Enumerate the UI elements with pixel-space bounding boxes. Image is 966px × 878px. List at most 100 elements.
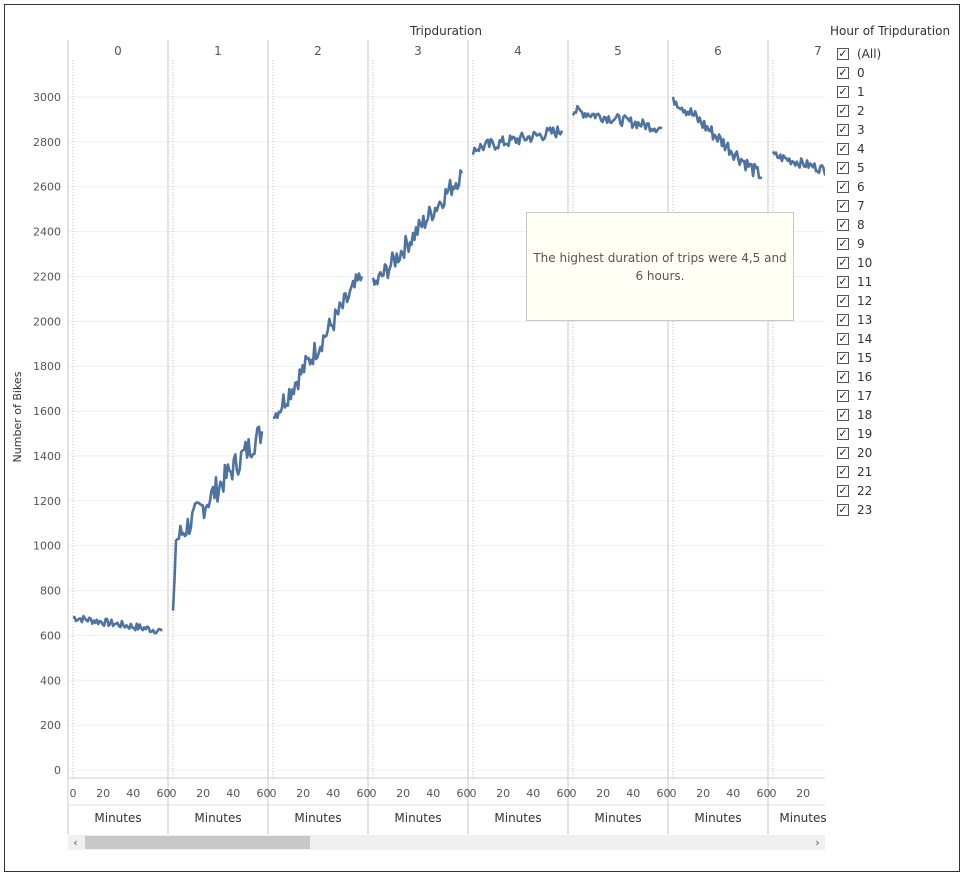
x-tick-label: 20 bbox=[796, 787, 810, 800]
legend-item[interactable]: ✓ 15 bbox=[830, 348, 960, 367]
legend-item-label: 1 bbox=[857, 84, 865, 99]
checkbox-checked-icon[interactable]: ✓ bbox=[837, 198, 849, 212]
checkbox-checked-icon[interactable]: ✓ bbox=[837, 293, 849, 307]
legend-item-label: 2 bbox=[857, 103, 865, 118]
legend-item[interactable]: ✓ 22 bbox=[830, 481, 960, 500]
legend-item[interactable]: ✓ 5 bbox=[830, 158, 960, 177]
checkbox-checked-icon[interactable]: ✓ bbox=[837, 445, 849, 459]
legend-item[interactable]: ✓ 21 bbox=[830, 462, 960, 481]
panel-header-label: 3 bbox=[414, 44, 422, 58]
legend-item[interactable]: ✓ 7 bbox=[830, 196, 960, 215]
legend-item[interactable]: ✓ 23 bbox=[830, 500, 960, 519]
checkbox-checked-icon[interactable]: ✓ bbox=[837, 84, 849, 98]
x-tick-label: 60 bbox=[256, 787, 270, 800]
legend-item[interactable]: ✓ 3 bbox=[830, 120, 960, 139]
checkbox-checked-icon[interactable]: ✓ bbox=[837, 103, 849, 117]
legend-item-label: 4 bbox=[857, 141, 865, 156]
checkbox-checked-icon[interactable]: ✓ bbox=[837, 331, 849, 345]
legend-item[interactable]: ✓ 18 bbox=[830, 405, 960, 424]
legend-item-label: 0 bbox=[857, 65, 865, 80]
y-tick-label: 1600 bbox=[33, 405, 61, 418]
legend-item-label: 3 bbox=[857, 122, 865, 137]
legend-item-label: 8 bbox=[857, 217, 865, 232]
legend-item[interactable]: ✓ 13 bbox=[830, 310, 960, 329]
checkbox-checked-icon[interactable]: ✓ bbox=[837, 464, 849, 478]
chart-title: Tripduration bbox=[409, 24, 482, 38]
checkbox-checked-icon[interactable]: ✓ bbox=[837, 217, 849, 231]
panel-header-label: 5 bbox=[614, 44, 622, 58]
legend-item[interactable]: ✓ 0 bbox=[830, 63, 960, 82]
checkbox-checked-icon[interactable]: ✓ bbox=[837, 255, 849, 269]
scroll-thumb[interactable] bbox=[85, 836, 310, 849]
legend-item[interactable]: ✓ 10 bbox=[830, 253, 960, 272]
x-tick-label: 60 bbox=[656, 787, 670, 800]
x-tick-label: 40 bbox=[526, 787, 540, 800]
legend-item[interactable]: ✓ 8 bbox=[830, 215, 960, 234]
x-tick-label: 40 bbox=[226, 787, 240, 800]
checkbox-checked-icon[interactable]: ✓ bbox=[837, 502, 849, 516]
legend-item[interactable]: ✓ 17 bbox=[830, 386, 960, 405]
legend-item[interactable]: ✓ 14 bbox=[830, 329, 960, 348]
y-tick-label: 2200 bbox=[33, 270, 61, 283]
checkbox-checked-icon[interactable]: ✓ bbox=[837, 407, 849, 421]
y-tick-label: 2400 bbox=[33, 226, 61, 239]
legend-item[interactable]: ✓ 20 bbox=[830, 443, 960, 462]
checkbox-checked-icon[interactable]: ✓ bbox=[837, 122, 849, 136]
x-tick-label: 20 bbox=[196, 787, 210, 800]
legend-item[interactable]: ✓ 16 bbox=[830, 367, 960, 386]
scroll-left-icon[interactable]: ‹ bbox=[73, 836, 78, 849]
checkbox-checked-icon[interactable]: ✓ bbox=[837, 65, 849, 79]
x-tick-label: 0 bbox=[770, 787, 777, 800]
checkbox-checked-icon[interactable]: ✓ bbox=[837, 369, 849, 383]
y-tick-label: 2600 bbox=[33, 181, 61, 194]
legend-item-label: 12 bbox=[857, 293, 873, 308]
checkbox-checked-icon[interactable]: ✓ bbox=[837, 388, 849, 402]
checkbox-checked-icon[interactable]: ✓ bbox=[837, 426, 849, 440]
legend-item-label: 11 bbox=[857, 274, 873, 289]
checkbox-checked-icon[interactable]: ✓ bbox=[837, 312, 849, 326]
checkbox-checked-icon[interactable]: ✓ bbox=[837, 350, 849, 364]
x-axis-label: Minutes bbox=[494, 811, 541, 825]
series-line-panel-6 bbox=[671, 96, 762, 180]
legend-item[interactable]: ✓ 1 bbox=[830, 82, 960, 101]
legend-item-label: 14 bbox=[857, 331, 873, 346]
legend-title: Hour of Tripduration bbox=[830, 24, 951, 38]
legend-item[interactable]: ✓ (All) bbox=[830, 44, 960, 63]
panel-header-label: 1 bbox=[214, 44, 222, 58]
horizontal-scrollbar[interactable]: ‹ › bbox=[68, 835, 825, 850]
legend-item-label: 17 bbox=[857, 388, 873, 403]
checkbox-checked-icon[interactable]: ✓ bbox=[837, 160, 849, 174]
legend-item[interactable]: ✓ 19 bbox=[830, 424, 960, 443]
legend-item[interactable]: ✓ 2 bbox=[830, 101, 960, 120]
checkbox-checked-icon[interactable]: ✓ bbox=[837, 483, 849, 497]
panel-header-label: 7 bbox=[814, 44, 822, 58]
checkbox-checked-icon[interactable]: ✓ bbox=[837, 46, 849, 60]
legend-item-label: 18 bbox=[857, 407, 873, 422]
checkbox-checked-icon[interactable]: ✓ bbox=[837, 141, 849, 155]
legend-item-label: 7 bbox=[857, 198, 865, 213]
checkbox-checked-icon[interactable]: ✓ bbox=[837, 274, 849, 288]
x-axis-label: Minutes bbox=[694, 811, 741, 825]
x-axis-label: Minutes bbox=[394, 811, 441, 825]
scroll-right-icon[interactable]: › bbox=[815, 836, 820, 849]
legend-item-label: 23 bbox=[857, 502, 873, 517]
x-tick-label: 0 bbox=[270, 787, 277, 800]
series-line-panel-7 bbox=[771, 150, 825, 176]
legend-item[interactable]: ✓ 11 bbox=[830, 272, 960, 291]
legend-item[interactable]: ✓ 6 bbox=[830, 177, 960, 196]
panel-header-label: 2 bbox=[314, 44, 322, 58]
y-tick-label: 3000 bbox=[33, 91, 61, 104]
checkbox-checked-icon[interactable]: ✓ bbox=[837, 236, 849, 250]
x-tick-label: 0 bbox=[570, 787, 577, 800]
x-tick-label: 40 bbox=[626, 787, 640, 800]
legend-item[interactable]: ✓ 12 bbox=[830, 291, 960, 310]
checkbox-checked-icon[interactable]: ✓ bbox=[837, 179, 849, 193]
series-line-panel-2 bbox=[273, 272, 364, 420]
y-tick-label: 0 bbox=[54, 764, 61, 777]
y-tick-label: 400 bbox=[40, 674, 61, 687]
legend-item[interactable]: ✓ 9 bbox=[830, 234, 960, 253]
panel-header-label: 6 bbox=[714, 44, 722, 58]
legend-item-label: 10 bbox=[857, 255, 873, 270]
legend-item[interactable]: ✓ 4 bbox=[830, 139, 960, 158]
legend-item-label: 20 bbox=[857, 445, 873, 460]
